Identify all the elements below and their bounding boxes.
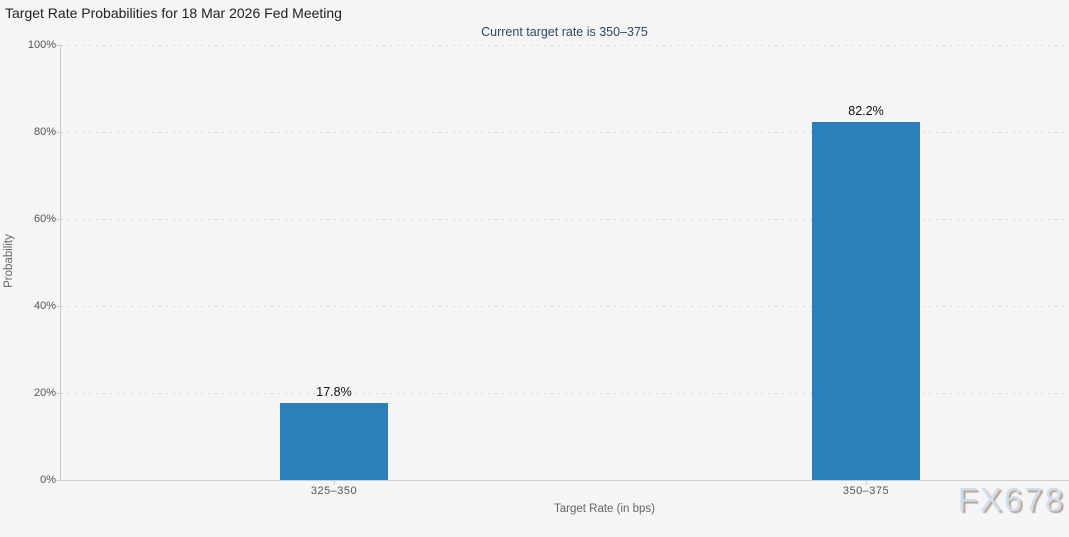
y-tick-mark (56, 45, 61, 46)
gridline-20% (61, 393, 1069, 394)
gridline-100% (61, 45, 1069, 46)
x-tick-mark (334, 481, 335, 485)
y-tick-label-40%: 40% (33, 300, 56, 312)
y-tick-mark (56, 219, 61, 220)
x-axis-line (60, 480, 1069, 481)
gridline-40% (61, 306, 1069, 307)
probability-bar-350–375 (812, 122, 920, 480)
chart-subtitle: Current target rate is 350–375 (481, 25, 648, 39)
y-tick-mark (56, 393, 61, 394)
bar-value-label-350–375: 82.2% (848, 104, 884, 119)
watermark-fx678: FX678 (957, 481, 1065, 518)
chart-title: Target Rate Probabilities for 18 Mar 202… (5, 5, 342, 21)
y-tick-mark (56, 480, 61, 481)
y-tick-label-80%: 80% (33, 126, 56, 138)
y-axis-line (60, 45, 61, 480)
x-axis-title: Target Rate (in bps) (554, 503, 655, 515)
y-tick-mark (56, 306, 61, 307)
gridline-60% (61, 219, 1069, 220)
y-tick-label-60%: 60% (33, 213, 56, 225)
y-tick-label-0%: 0% (40, 474, 56, 486)
x-tick-mark (866, 481, 867, 485)
bar-value-label-325–350: 17.8% (316, 384, 352, 399)
gridline-80% (61, 132, 1069, 133)
y-tick-label-100%: 100% (27, 39, 56, 51)
probability-bar-325–350 (280, 402, 388, 480)
category-label-325–350: 325–350 (310, 485, 358, 497)
category-label-350–375: 350–375 (842, 485, 890, 497)
y-tick-label-20%: 20% (33, 387, 56, 399)
y-tick-mark (56, 132, 61, 133)
